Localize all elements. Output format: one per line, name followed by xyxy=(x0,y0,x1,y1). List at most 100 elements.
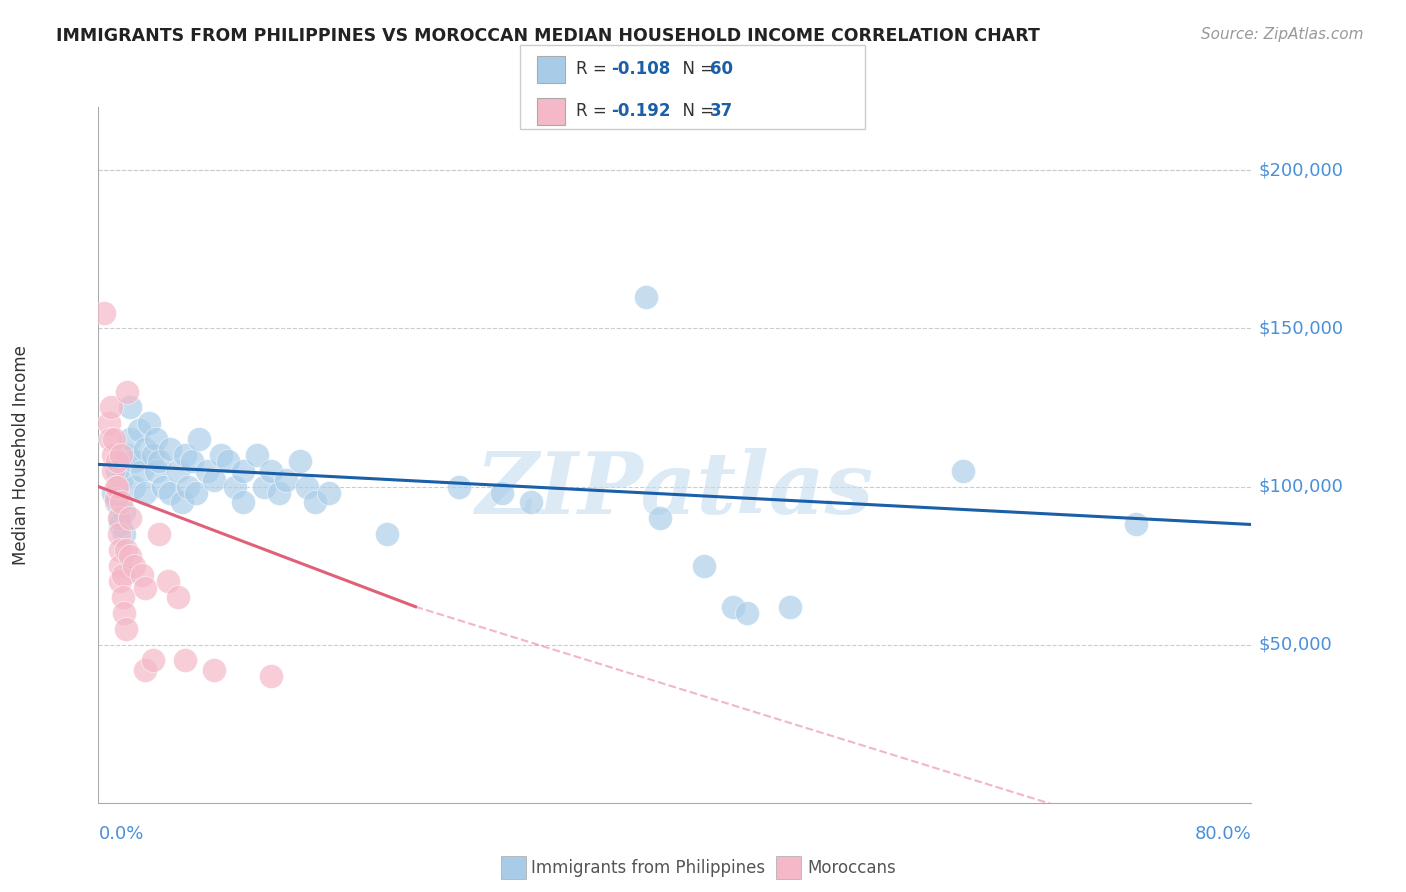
Point xyxy=(107,527,129,541)
Text: Immigrants from Philippines: Immigrants from Philippines xyxy=(531,859,766,877)
Point xyxy=(124,479,146,493)
Text: -0.108: -0.108 xyxy=(612,60,671,78)
Text: 60: 60 xyxy=(710,60,733,78)
Point xyxy=(101,486,124,500)
Point xyxy=(110,448,132,462)
Point xyxy=(491,486,513,500)
Point xyxy=(174,448,197,462)
Point xyxy=(267,486,290,500)
Point xyxy=(779,599,801,614)
Point xyxy=(112,606,135,620)
Point xyxy=(120,549,142,563)
Point xyxy=(290,454,312,468)
Point xyxy=(166,591,188,605)
Point xyxy=(142,448,165,462)
Point xyxy=(120,432,142,446)
Point xyxy=(117,448,138,462)
Point xyxy=(186,486,208,500)
Point xyxy=(110,495,132,509)
Point xyxy=(170,495,193,509)
Text: N =: N = xyxy=(672,60,720,78)
Point xyxy=(134,581,156,595)
Text: 37: 37 xyxy=(710,103,734,120)
Point xyxy=(202,473,225,487)
Point xyxy=(297,479,319,493)
Text: R =: R = xyxy=(576,103,613,120)
Text: 80.0%: 80.0% xyxy=(1195,825,1251,843)
Point xyxy=(156,574,179,589)
Point xyxy=(231,464,254,478)
Point xyxy=(721,599,744,614)
Point xyxy=(260,669,283,683)
Point xyxy=(693,558,716,573)
Point xyxy=(105,479,128,493)
Point xyxy=(145,432,167,446)
Point xyxy=(97,417,120,431)
Point xyxy=(174,653,197,667)
Point xyxy=(447,479,470,493)
Point xyxy=(636,290,658,304)
Point xyxy=(145,464,167,478)
Text: ZIPatlas: ZIPatlas xyxy=(475,448,875,532)
Point xyxy=(253,479,276,493)
Point xyxy=(93,305,115,319)
Point xyxy=(304,495,326,509)
Point xyxy=(152,479,174,493)
Point xyxy=(148,527,170,541)
Text: Median Household Income: Median Household Income xyxy=(13,345,30,565)
Point xyxy=(101,448,124,462)
Point xyxy=(112,505,135,519)
Point xyxy=(111,591,134,605)
Point xyxy=(108,517,131,532)
Point xyxy=(138,417,160,431)
Point xyxy=(520,495,543,509)
Point xyxy=(112,527,135,541)
Text: $50,000: $50,000 xyxy=(1258,636,1331,654)
Point xyxy=(120,511,142,525)
Text: N =: N = xyxy=(672,103,720,120)
Point xyxy=(105,454,128,468)
Point xyxy=(1125,517,1147,532)
Point xyxy=(735,606,758,620)
Point xyxy=(103,432,125,446)
Point xyxy=(110,473,132,487)
Point xyxy=(104,479,127,493)
Point xyxy=(101,464,124,478)
Point xyxy=(952,464,974,478)
Text: IMMIGRANTS FROM PHILIPPINES VS MOROCCAN MEDIAN HOUSEHOLD INCOME CORRELATION CHAR: IMMIGRANTS FROM PHILIPPINES VS MOROCCAN … xyxy=(56,27,1040,45)
Text: R =: R = xyxy=(576,60,613,78)
Text: $200,000: $200,000 xyxy=(1258,161,1343,179)
Point xyxy=(108,511,131,525)
Point xyxy=(108,558,131,573)
Point xyxy=(188,432,211,446)
Point xyxy=(260,464,283,478)
Point xyxy=(128,423,150,437)
Point xyxy=(209,448,232,462)
Point xyxy=(104,492,127,507)
Text: $100,000: $100,000 xyxy=(1258,477,1343,496)
Point xyxy=(117,384,138,399)
Point xyxy=(650,511,672,525)
Point xyxy=(111,568,134,582)
Point xyxy=(104,495,127,509)
Point xyxy=(100,401,122,415)
Point xyxy=(231,495,254,509)
Point xyxy=(246,448,269,462)
Point xyxy=(124,454,146,468)
Point xyxy=(131,464,153,478)
Point xyxy=(107,511,129,525)
Point xyxy=(114,622,136,636)
Text: -0.192: -0.192 xyxy=(612,103,671,120)
Point xyxy=(114,542,136,557)
Point xyxy=(195,464,218,478)
Point xyxy=(134,486,156,500)
Point xyxy=(181,454,204,468)
Text: 0.0%: 0.0% xyxy=(98,825,143,843)
Point xyxy=(159,442,181,456)
Point xyxy=(124,558,146,573)
Text: $150,000: $150,000 xyxy=(1258,319,1344,337)
Text: Moroccans: Moroccans xyxy=(807,859,896,877)
Point xyxy=(108,542,131,557)
Point xyxy=(131,568,153,582)
Point xyxy=(318,486,340,500)
